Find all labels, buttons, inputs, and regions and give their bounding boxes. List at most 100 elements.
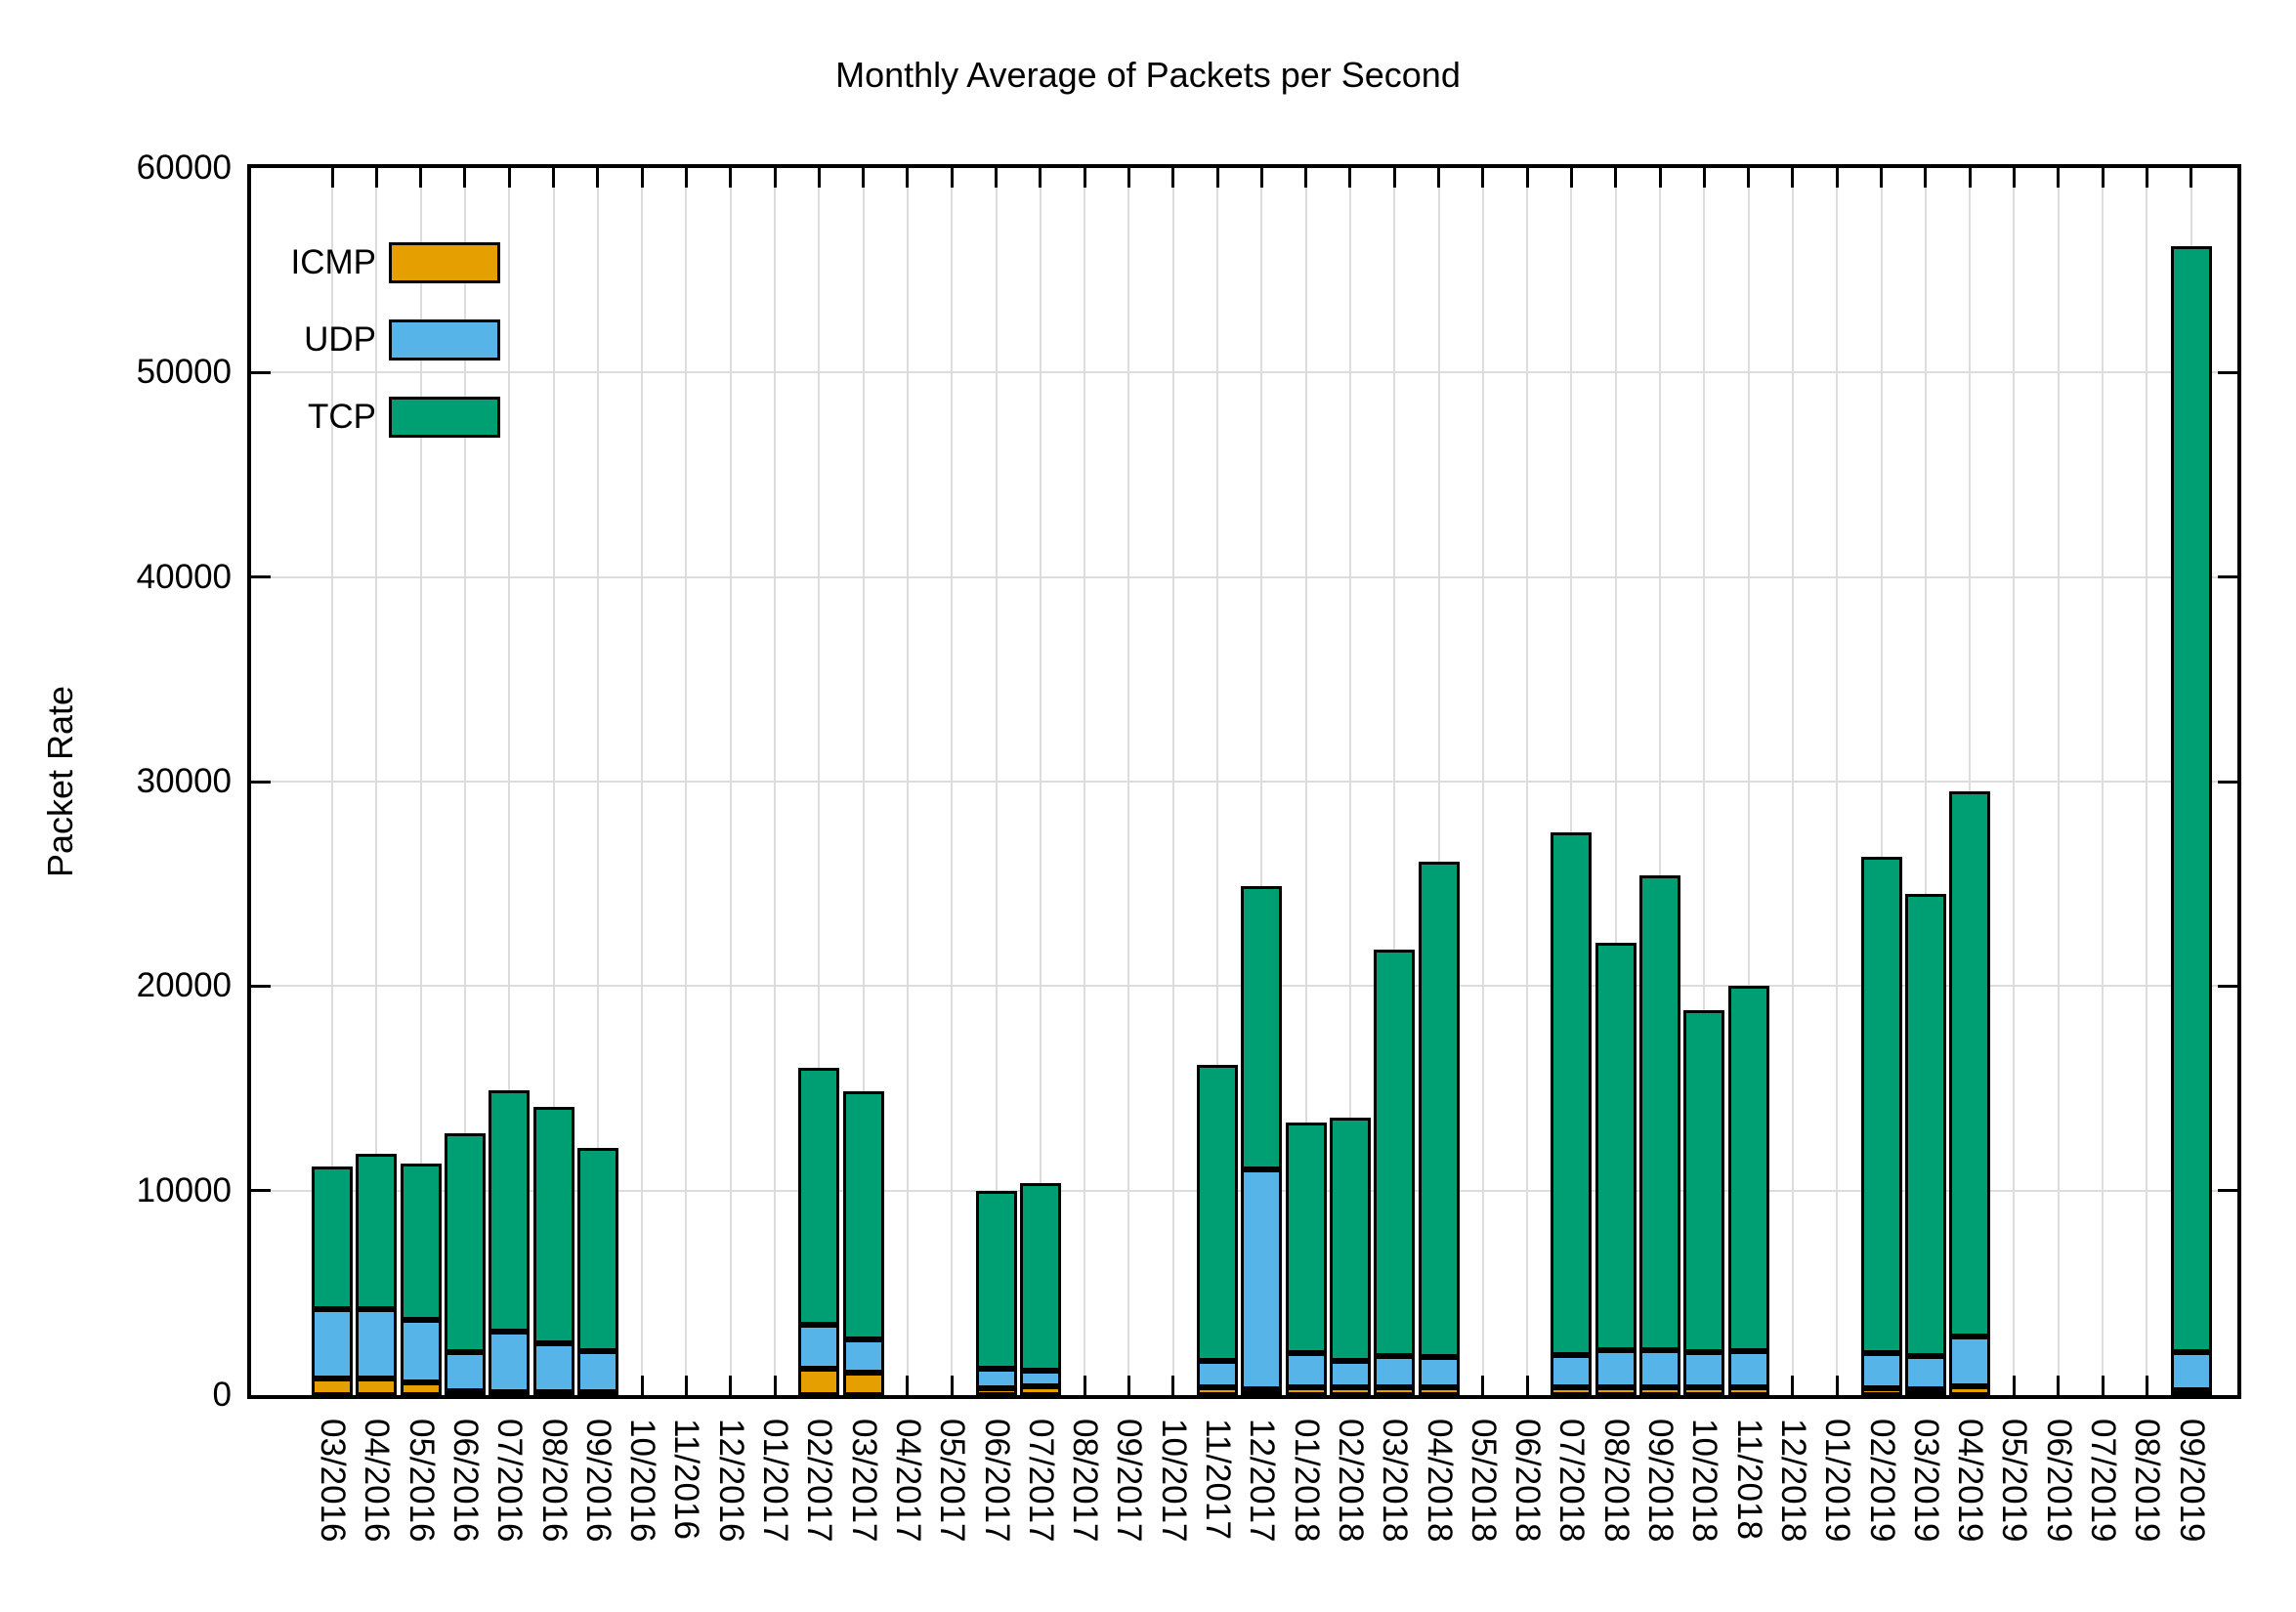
x-tick-label-text: 06/2018 xyxy=(1509,1419,1548,1543)
bar-segment-tcp-07/2017 xyxy=(1019,1183,1061,1372)
x-tick-top xyxy=(1747,168,1751,188)
x-tick-label-text: 09/2018 xyxy=(1641,1419,1679,1543)
bar-segment-udp-02/2018 xyxy=(1329,1361,1371,1387)
bar-segment-udp-06/2016 xyxy=(444,1352,486,1391)
y-tick-label: 10000 xyxy=(136,1170,232,1209)
bar-segment-icmp-08/2018 xyxy=(1594,1386,1637,1395)
bar-segment-udp-07/2017 xyxy=(1019,1371,1061,1387)
y-tick-right xyxy=(2218,575,2237,579)
bar-segment-icmp-09/2016 xyxy=(576,1391,618,1398)
x-tick-label-text: 12/2018 xyxy=(1773,1419,1812,1543)
x-tick-bottom xyxy=(2012,1376,2016,1395)
bar-segment-tcp-06/2017 xyxy=(975,1190,1017,1369)
x-tick-top xyxy=(2012,168,2016,188)
y-tick-label: 40000 xyxy=(136,557,232,596)
x-tick-top xyxy=(1658,168,1662,188)
bar-segment-tcp-08/2016 xyxy=(532,1106,574,1343)
x-tick-top xyxy=(2190,168,2193,188)
x-tick-label-text: 05/2016 xyxy=(402,1419,441,1543)
y-gridline xyxy=(251,371,2237,374)
x-tick-label-text: 03/2018 xyxy=(1376,1419,1415,1543)
x-tick-label-text: 07/2017 xyxy=(1021,1419,1060,1543)
bar-segment-icmp-04/2016 xyxy=(356,1379,398,1395)
legend-label-tcp: TCP xyxy=(308,398,376,436)
y-tick-label: 60000 xyxy=(136,148,232,187)
bar-segment-icmp-09/2018 xyxy=(1639,1386,1680,1395)
bar-segment-udp-03/2016 xyxy=(312,1309,353,1379)
y-tick-left xyxy=(251,984,271,988)
bar-segment-icmp-06/2016 xyxy=(444,1390,486,1397)
bar-segment-udp-09/2016 xyxy=(576,1350,618,1392)
bar-segment-udp-09/2019 xyxy=(2170,1352,2212,1390)
y-tick-label: 30000 xyxy=(136,762,232,800)
legend-swatch-tcp xyxy=(389,397,500,438)
y-tick-label: 0 xyxy=(212,1376,232,1414)
x-tick-label-text: 06/2016 xyxy=(446,1419,485,1543)
x-tick-top xyxy=(1083,168,1086,188)
x-tick-label-text: 04/2017 xyxy=(888,1419,927,1543)
y-tick-right xyxy=(2218,370,2237,374)
x-tick-top xyxy=(1481,168,1485,188)
x-tick-label-text: 01/2019 xyxy=(1818,1419,1857,1543)
x-tick-bottom xyxy=(1481,1376,1485,1395)
bar-segment-tcp-04/2018 xyxy=(1418,861,1460,1358)
bar-segment-tcp-04/2016 xyxy=(356,1153,398,1310)
bar-segment-tcp-08/2018 xyxy=(1594,943,1637,1351)
bar-segment-tcp-06/2016 xyxy=(444,1133,486,1353)
x-tick-label-text: 05/2018 xyxy=(1464,1419,1503,1543)
x-tick-bottom xyxy=(2057,1376,2061,1395)
x-tick-label-text: 07/2019 xyxy=(2084,1419,2122,1543)
x-tick-bottom xyxy=(1525,1376,1529,1395)
x-tick-label-text: 10/2016 xyxy=(623,1419,662,1543)
bar-segment-udp-04/2016 xyxy=(356,1309,398,1379)
x-tick-label-text: 04/2016 xyxy=(358,1419,397,1543)
bar-segment-tcp-07/2018 xyxy=(1551,832,1593,1356)
bar-segment-udp-04/2019 xyxy=(1949,1336,1991,1386)
x-tick-top xyxy=(374,168,378,188)
x-tick-top xyxy=(729,168,733,188)
x-tick-label-text: 02/2018 xyxy=(1331,1419,1370,1543)
bar-segment-icmp-03/2018 xyxy=(1374,1386,1416,1395)
chart-title: Monthly Average of Packets per Second xyxy=(835,55,1461,95)
y-gridline xyxy=(251,781,2237,783)
x-tick-bottom xyxy=(1171,1376,1175,1395)
bar-segment-icmp-11/2017 xyxy=(1197,1386,1238,1395)
bar-segment-icmp-02/2019 xyxy=(1860,1387,1902,1395)
bar-segment-udp-04/2018 xyxy=(1418,1357,1460,1387)
x-tick-label-text: 02/2017 xyxy=(800,1419,839,1543)
x-tick-label-text: 05/2017 xyxy=(933,1419,972,1543)
bar-segment-icmp-03/2016 xyxy=(312,1379,353,1395)
bar-segment-icmp-04/2018 xyxy=(1418,1386,1460,1395)
bar-segment-icmp-05/2016 xyxy=(400,1382,442,1395)
x-tick-top xyxy=(817,168,821,188)
bar-segment-udp-11/2018 xyxy=(1727,1351,1769,1387)
bar-segment-tcp-12/2017 xyxy=(1241,885,1283,1169)
x-tick-top xyxy=(1702,168,1706,188)
x-tick-label-text: 05/2019 xyxy=(1995,1419,2034,1543)
bar-segment-icmp-03/2017 xyxy=(842,1372,884,1395)
x-tick-label-text: 11/2017 xyxy=(1199,1419,1237,1540)
x-tick-bottom xyxy=(2145,1376,2148,1395)
y-tick-right xyxy=(2218,1189,2237,1193)
bar-segment-tcp-07/2016 xyxy=(489,1090,531,1333)
x-tick-label-text: 08/2018 xyxy=(1596,1419,1636,1543)
x-tick-top xyxy=(1259,168,1263,188)
x-tick-label-text: 04/2019 xyxy=(1951,1419,1990,1543)
bar-segment-udp-01/2018 xyxy=(1285,1352,1327,1387)
bar-segment-icmp-06/2017 xyxy=(975,1388,1017,1395)
bar-segment-tcp-03/2016 xyxy=(312,1166,353,1310)
bar-segment-icmp-07/2017 xyxy=(1019,1386,1061,1395)
x-tick-top xyxy=(1437,168,1440,188)
x-tick-label-text: 09/2017 xyxy=(1110,1419,1149,1543)
x-tick-label-text: 06/2017 xyxy=(977,1419,1016,1543)
x-tick-top xyxy=(1348,168,1352,188)
x-tick-top xyxy=(773,168,777,188)
legend-label-udp: UDP xyxy=(304,320,376,359)
x-tick-label-text: 12/2016 xyxy=(711,1419,750,1543)
bar-segment-udp-11/2017 xyxy=(1197,1360,1238,1387)
bar-segment-tcp-03/2017 xyxy=(842,1091,884,1339)
x-tick-top xyxy=(596,168,600,188)
bar-segment-icmp-07/2018 xyxy=(1551,1386,1593,1395)
plot-area xyxy=(247,164,2241,1399)
